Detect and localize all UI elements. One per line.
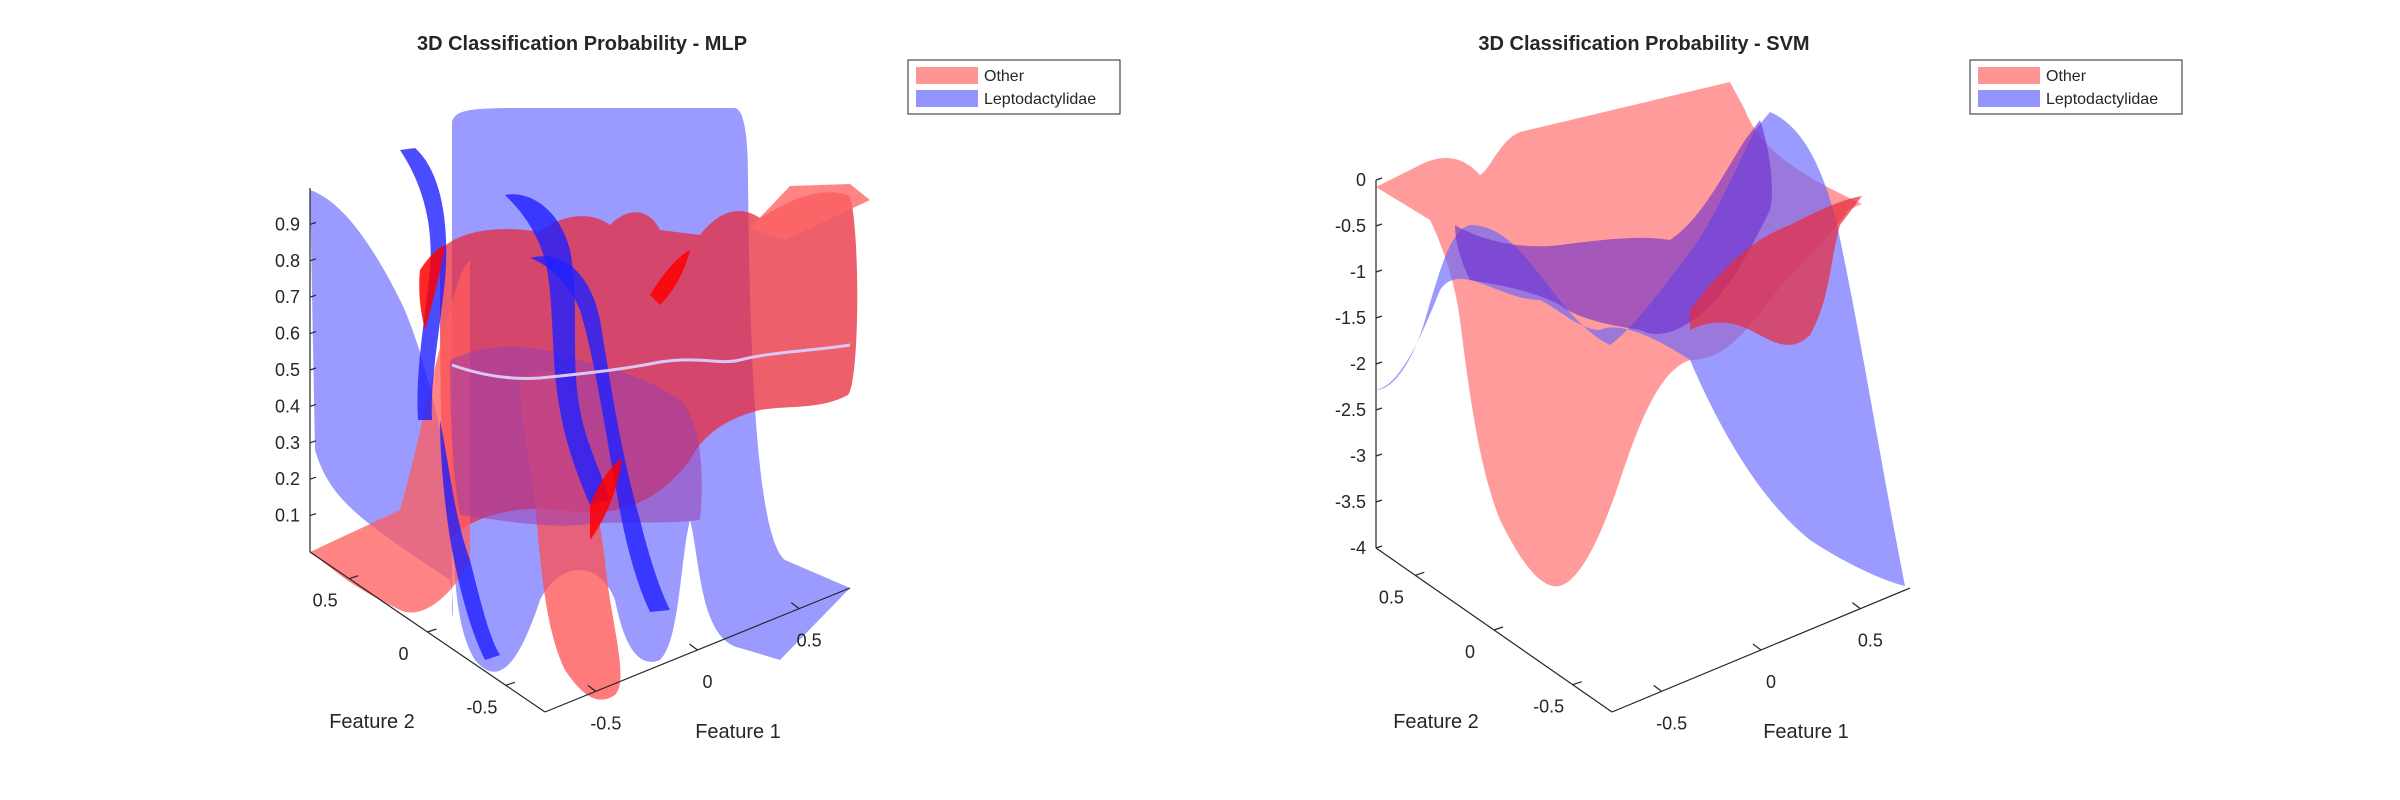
mlp-surface-other-front: [310, 260, 470, 613]
svm-xtick-label: -0.5: [1656, 713, 1687, 733]
mlp-legend-label-leptodactylidae: Leptodactylidae: [984, 91, 1096, 108]
mlp-surface-leptodactylidae-ribbon-2: [505, 194, 610, 505]
mlp-ytick-mark: [427, 628, 437, 633]
svm-legend-swatch-other: [1978, 67, 2040, 84]
svm-ztick-mark: [1375, 453, 1383, 457]
svm-xtick-mark: [1752, 643, 1762, 651]
mlp-ztick-mark: [309, 258, 317, 262]
mlp-tick-labels: 0.1 0.2 0.3 0.4 0.5 0.6 0.7 0.8 0.9 -0.5 0 0.5 -0.5 0…: [275, 214, 822, 733]
svm-ztick-label: -1.5: [1335, 308, 1366, 328]
svm-ylabel: Feature 2: [1393, 711, 1479, 733]
mlp-xtick-mark: [790, 602, 800, 610]
mlp-ytick-label: 0.5: [313, 591, 338, 611]
mlp-xtick-label: 0: [702, 672, 712, 692]
mlp-ztick-mark: [309, 294, 317, 298]
svm-ztick-mark: [1375, 407, 1383, 411]
svm-legend-label-leptodactylidae: Leptodactylidae: [2046, 91, 2158, 108]
mlp-ztick-mark: [309, 476, 317, 480]
svm-surface-overlap: [1455, 120, 1772, 335]
mlp-ztick-label: 0.9: [275, 214, 300, 234]
svm-tick-labels: -4 -3.5 -3 -2.5 -2 -1.5 -1 -0.5 0 -0.5 0 0.5 -0.5 0 0.…: [1335, 170, 1883, 733]
mlp-ztick-mark: [309, 513, 317, 517]
svm-ztick-mark: [1375, 269, 1383, 273]
svm-xtick-mark: [1851, 602, 1861, 610]
mlp-legend: Other Leptodactylidae: [907, 59, 1121, 115]
mlp-ztick-mark: [309, 440, 317, 444]
mlp-surface-other-flame-3: [590, 458, 622, 540]
svm-xtick-label: 0.5: [1858, 631, 1883, 651]
svm-ztick-label: -3: [1350, 446, 1366, 466]
mlp-surfaces: [310, 108, 870, 700]
mlp-ztick-label: 0.6: [275, 324, 300, 344]
svm-xlabel: Feature 1: [1763, 721, 1849, 743]
svm-ztick-label: -1: [1350, 262, 1366, 282]
svm-ytick-label: 0: [1465, 642, 1475, 662]
mlp-ytick-label: -0.5: [466, 697, 497, 717]
svm-ytick-mark: [1415, 571, 1425, 576]
svm-ytick-mark: [1572, 681, 1582, 686]
mlp-ztick-mark: [309, 331, 317, 335]
svm-ztick-mark: [1375, 499, 1383, 503]
mlp-tick-marks: [309, 221, 800, 692]
svm-surface-leptodactylidae: [1376, 112, 1905, 586]
mlp-xtick-label: -0.5: [590, 713, 621, 733]
mlp-ytick-label: 0: [398, 644, 408, 664]
svm-xtick-mark: [1653, 684, 1663, 692]
mlp-surface-leptodactylidae-ribbon-4: [440, 420, 500, 660]
mlp-xlabel: Feature 1: [695, 721, 781, 743]
mlp-surface-other-flame-2: [650, 250, 690, 305]
svm-surface-other-front: [1690, 196, 1862, 345]
svm-ztick-mark: [1375, 177, 1383, 181]
svm-tick-marks: [1375, 177, 1861, 692]
svm-ytick-label: 0.5: [1379, 587, 1404, 607]
svm-ztick-label: 0: [1356, 170, 1366, 190]
svm-ztick-label: -2: [1350, 354, 1366, 374]
mlp-xtick-mark: [587, 684, 597, 692]
mlp-ztick-mark: [309, 403, 317, 407]
svm-legend: Other Leptodactylidae: [1969, 59, 2183, 115]
mlp-title: 3D Classification Probability - MLP: [417, 33, 747, 55]
mlp-ztick-mark: [309, 367, 317, 371]
mlp-chart: 3D Classification Probability - MLP: [275, 33, 1121, 743]
svm-ztick-mark: [1375, 361, 1383, 365]
mlp-ztick-label: 0.1: [275, 506, 300, 526]
mlp-ztick-label: 0.8: [275, 251, 300, 271]
svm-chart: 3D Classification Probability - SVM -4 -3…: [1335, 33, 2183, 743]
mlp-ylabel: Feature 2: [329, 711, 415, 733]
svm-ytick-mark: [1493, 626, 1504, 631]
mlp-ztick-label: 0.7: [275, 287, 300, 307]
svm-surfaces: [1376, 82, 1905, 587]
svm-title: 3D Classification Probability - SVM: [1478, 33, 1809, 55]
svm-ztick-label: -3.5: [1335, 492, 1366, 512]
mlp-ztick-mark: [309, 221, 317, 225]
svm-ztick-mark: [1375, 223, 1383, 227]
mlp-legend-swatch-leptodactylidae: [916, 90, 978, 107]
svm-ztick-label: -4: [1350, 538, 1366, 558]
svm-ztick-label: -2.5: [1335, 400, 1366, 420]
svm-ztick-label: -0.5: [1335, 216, 1366, 236]
mlp-ytick-mark: [505, 681, 516, 686]
mlp-ytick-mark: [348, 575, 359, 580]
svm-legend-swatch-leptodactylidae: [1978, 90, 2040, 107]
mlp-surface-leptodactylidae-ribbon-3: [530, 256, 670, 612]
svm-ztick-mark: [1375, 315, 1383, 319]
mlp-ztick-label: 0.3: [275, 433, 300, 453]
mlp-surface-leptodactylidae-ribbon-1: [400, 148, 447, 420]
svm-ytick-label: -0.5: [1533, 697, 1564, 717]
svm-ztick-mark: [1375, 545, 1383, 549]
mlp-xtick-label: 0.5: [797, 631, 822, 651]
svm-legend-label-other: Other: [2046, 68, 2087, 85]
svm-xtick-label: 0: [1766, 672, 1776, 692]
mlp-legend-swatch-other: [916, 67, 978, 84]
mlp-decision-line: [451, 343, 851, 380]
mlp-ztick-label: 0.5: [275, 360, 300, 380]
mlp-legend-label-other: Other: [984, 68, 1025, 85]
mlp-ztick-label: 0.4: [275, 396, 300, 416]
mlp-surface-other-flame-1: [419, 245, 445, 330]
mlp-surface-other-tail: [750, 184, 870, 240]
mlp-xtick-mark: [689, 643, 698, 651]
mlp-ztick-label: 0.2: [275, 469, 300, 489]
